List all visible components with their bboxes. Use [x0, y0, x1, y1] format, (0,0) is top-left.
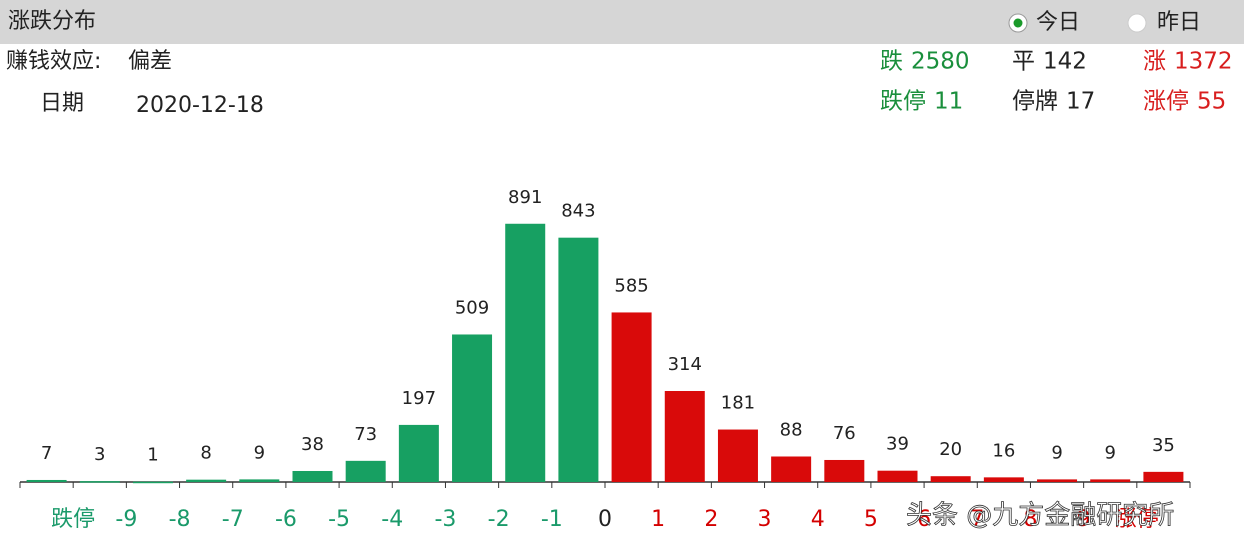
- stat-value: 2580: [911, 49, 970, 75]
- value-label: 9: [254, 442, 265, 463]
- value-label: 16: [992, 440, 1015, 461]
- panel-title: 涨跌分布: [8, 9, 96, 34]
- bar: [1090, 479, 1131, 482]
- bar: [398, 424, 439, 482]
- x-tick-label: -9: [115, 507, 137, 532]
- stat-value: 17: [1066, 89, 1095, 115]
- effect-label: 赚钱效应:: [6, 49, 101, 74]
- value-label: 20: [939, 439, 962, 460]
- value-label: 7: [41, 443, 52, 464]
- x-tick-label: -2: [488, 507, 510, 532]
- bar: [771, 456, 812, 482]
- value-label: 3: [94, 444, 105, 465]
- value-label: 181: [721, 393, 755, 414]
- value-label: 38: [301, 434, 324, 455]
- x-tick-label: -7: [222, 507, 244, 532]
- value-label: 76: [833, 423, 856, 444]
- x-tick-label: -3: [434, 507, 456, 532]
- value-label: 843: [561, 201, 595, 222]
- stat-label: 停牌: [1012, 89, 1058, 115]
- stat-value: 11: [934, 89, 963, 115]
- value-label: 8: [200, 443, 211, 464]
- value-label: 9: [1105, 442, 1116, 463]
- bar: [1037, 479, 1078, 482]
- bar: [877, 470, 918, 482]
- x-tick-label: 4: [811, 507, 825, 532]
- x-tick-label: 9: [1077, 507, 1091, 532]
- radio-label[interactable]: 昨日: [1157, 10, 1201, 35]
- x-tick-label: 3: [758, 507, 772, 532]
- value-label: 314: [668, 354, 702, 375]
- x-tick-label: -8: [169, 507, 191, 532]
- bar: [132, 481, 173, 484]
- bar: [983, 477, 1024, 482]
- date-value: 2020-12-18: [136, 93, 264, 118]
- bar: [26, 479, 67, 482]
- bar: [345, 460, 386, 482]
- effect-value: 偏差: [128, 49, 172, 74]
- stat-label: 涨停: [1143, 89, 1189, 115]
- value-label: 9: [1051, 442, 1062, 463]
- watermark: 头条 @九方金融研究所: [906, 501, 1174, 531]
- bar: [186, 479, 227, 482]
- value-label: 197: [402, 388, 436, 409]
- bar: [664, 390, 705, 482]
- x-tick-label: 0: [598, 507, 612, 532]
- bar: [292, 470, 333, 482]
- bar: [452, 334, 493, 482]
- value-label: 88: [780, 419, 803, 440]
- bar: [1143, 471, 1184, 482]
- x-tick-label: -1: [541, 507, 563, 532]
- stat-label: 跌停: [880, 89, 926, 115]
- radio-label[interactable]: 今日: [1036, 10, 1080, 35]
- title-bar: [0, 0, 1244, 44]
- radio-dot: [1013, 18, 1023, 28]
- bar: [611, 312, 652, 482]
- value-label: 39: [886, 434, 909, 455]
- bar: [558, 237, 599, 482]
- x-tick-label: 7: [970, 507, 984, 532]
- x-tick-label: 2: [704, 507, 718, 532]
- x-tick-label: 8: [1023, 507, 1037, 532]
- bar: [717, 429, 758, 482]
- bar: [930, 476, 971, 482]
- bar: [79, 481, 120, 483]
- bar: [824, 459, 865, 482]
- x-tick-label: 5: [864, 507, 878, 532]
- stat-value: 55: [1197, 89, 1226, 115]
- x-tick-label: 跌停: [51, 507, 95, 532]
- value-label: 35: [1152, 435, 1175, 456]
- stat-label: 涨: [1143, 49, 1166, 75]
- bar: [505, 223, 546, 482]
- value-label: 1: [147, 445, 158, 466]
- stat-label: 平: [1012, 49, 1035, 75]
- bar: [239, 479, 280, 482]
- stat-value: 142: [1043, 49, 1087, 75]
- value-label: 585: [614, 275, 648, 296]
- value-label: 509: [455, 297, 489, 318]
- x-tick-label: 涨停: [1115, 507, 1159, 532]
- x-tick-label: -4: [381, 507, 403, 532]
- radio-today[interactable]: 今日: [1008, 10, 1080, 35]
- x-tick-label: 1: [651, 507, 665, 532]
- stat-label: 跌: [880, 49, 903, 75]
- stat-value: 1372: [1174, 49, 1233, 75]
- value-label: 891: [508, 187, 542, 208]
- x-tick-label: -6: [275, 507, 297, 532]
- value-label: 73: [354, 424, 377, 445]
- x-tick-label: 6: [917, 507, 931, 532]
- date-label: 日期: [40, 91, 84, 116]
- radio-yesterday[interactable]: 昨日: [1127, 10, 1201, 35]
- x-tick-label: -5: [328, 507, 350, 532]
